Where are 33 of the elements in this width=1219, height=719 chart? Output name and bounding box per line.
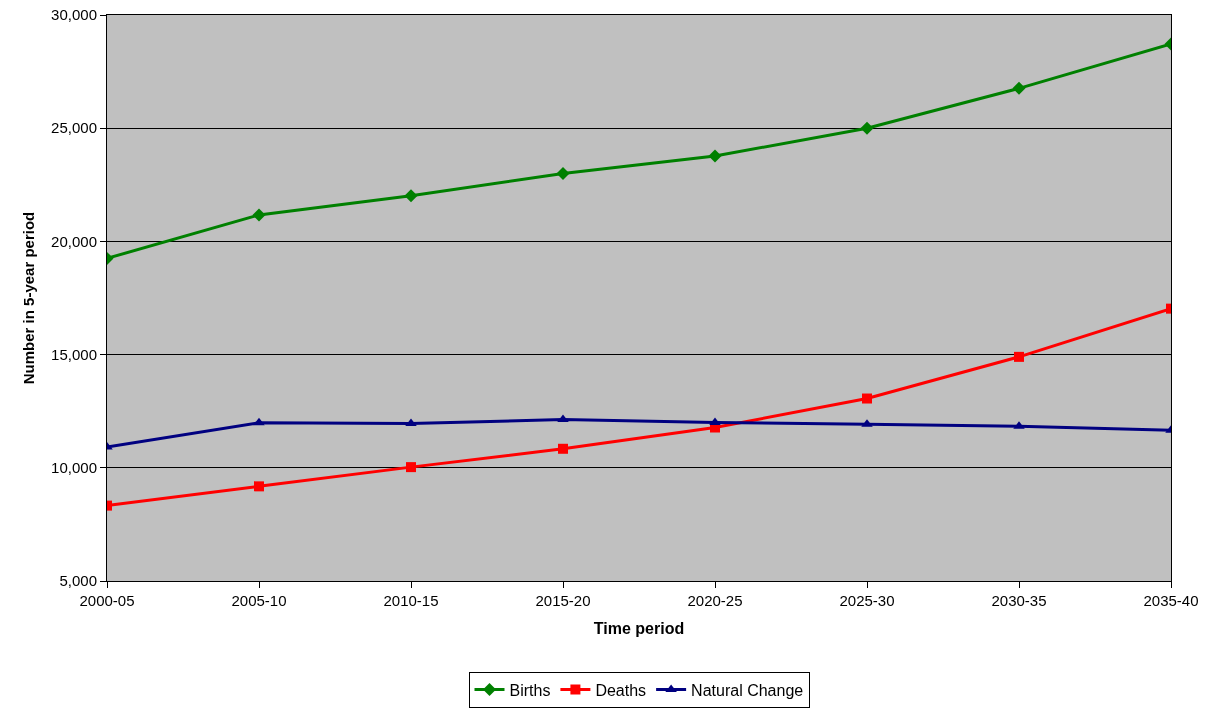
legend-label: Natural Change — [691, 681, 804, 699]
point — [708, 149, 722, 163]
y-tick-label: 5,000 — [59, 572, 97, 590]
point — [253, 417, 265, 426]
x-tick-label: 2000-05 — [79, 592, 135, 609]
point — [252, 208, 266, 222]
legend-label: Deaths — [595, 681, 647, 699]
x-tick-label: 2030-35 — [991, 592, 1047, 609]
y-tick-label: 25,000 — [51, 119, 97, 137]
point — [404, 189, 418, 203]
point — [556, 166, 570, 180]
x-tick-label: 2015-20 — [535, 592, 591, 609]
point — [860, 121, 874, 135]
x-axis-title: Time period — [593, 619, 685, 637]
x-tick-label: 2025-30 — [839, 592, 895, 609]
y-tick-label: 20,000 — [51, 232, 97, 250]
y-tick-label: 30,000 — [51, 6, 97, 24]
point — [254, 481, 264, 492]
x-tick-label: 2035-40 — [1143, 592, 1199, 609]
x-tick-label: 2020-25 — [687, 592, 743, 609]
x-tick-label: 2005-10 — [231, 592, 287, 609]
point — [406, 462, 416, 473]
point — [557, 414, 569, 423]
x-tick-label: 2010-15 — [383, 592, 439, 609]
legend-label: Births — [509, 681, 551, 699]
y-tick-label: 15,000 — [51, 345, 97, 363]
point — [1014, 351, 1024, 362]
point — [558, 443, 568, 454]
y-axis-title: Number in 5-year period — [20, 211, 38, 385]
point — [1012, 81, 1026, 95]
y-tick-label: 10,000 — [51, 459, 97, 477]
point — [709, 417, 721, 426]
point — [862, 393, 872, 404]
